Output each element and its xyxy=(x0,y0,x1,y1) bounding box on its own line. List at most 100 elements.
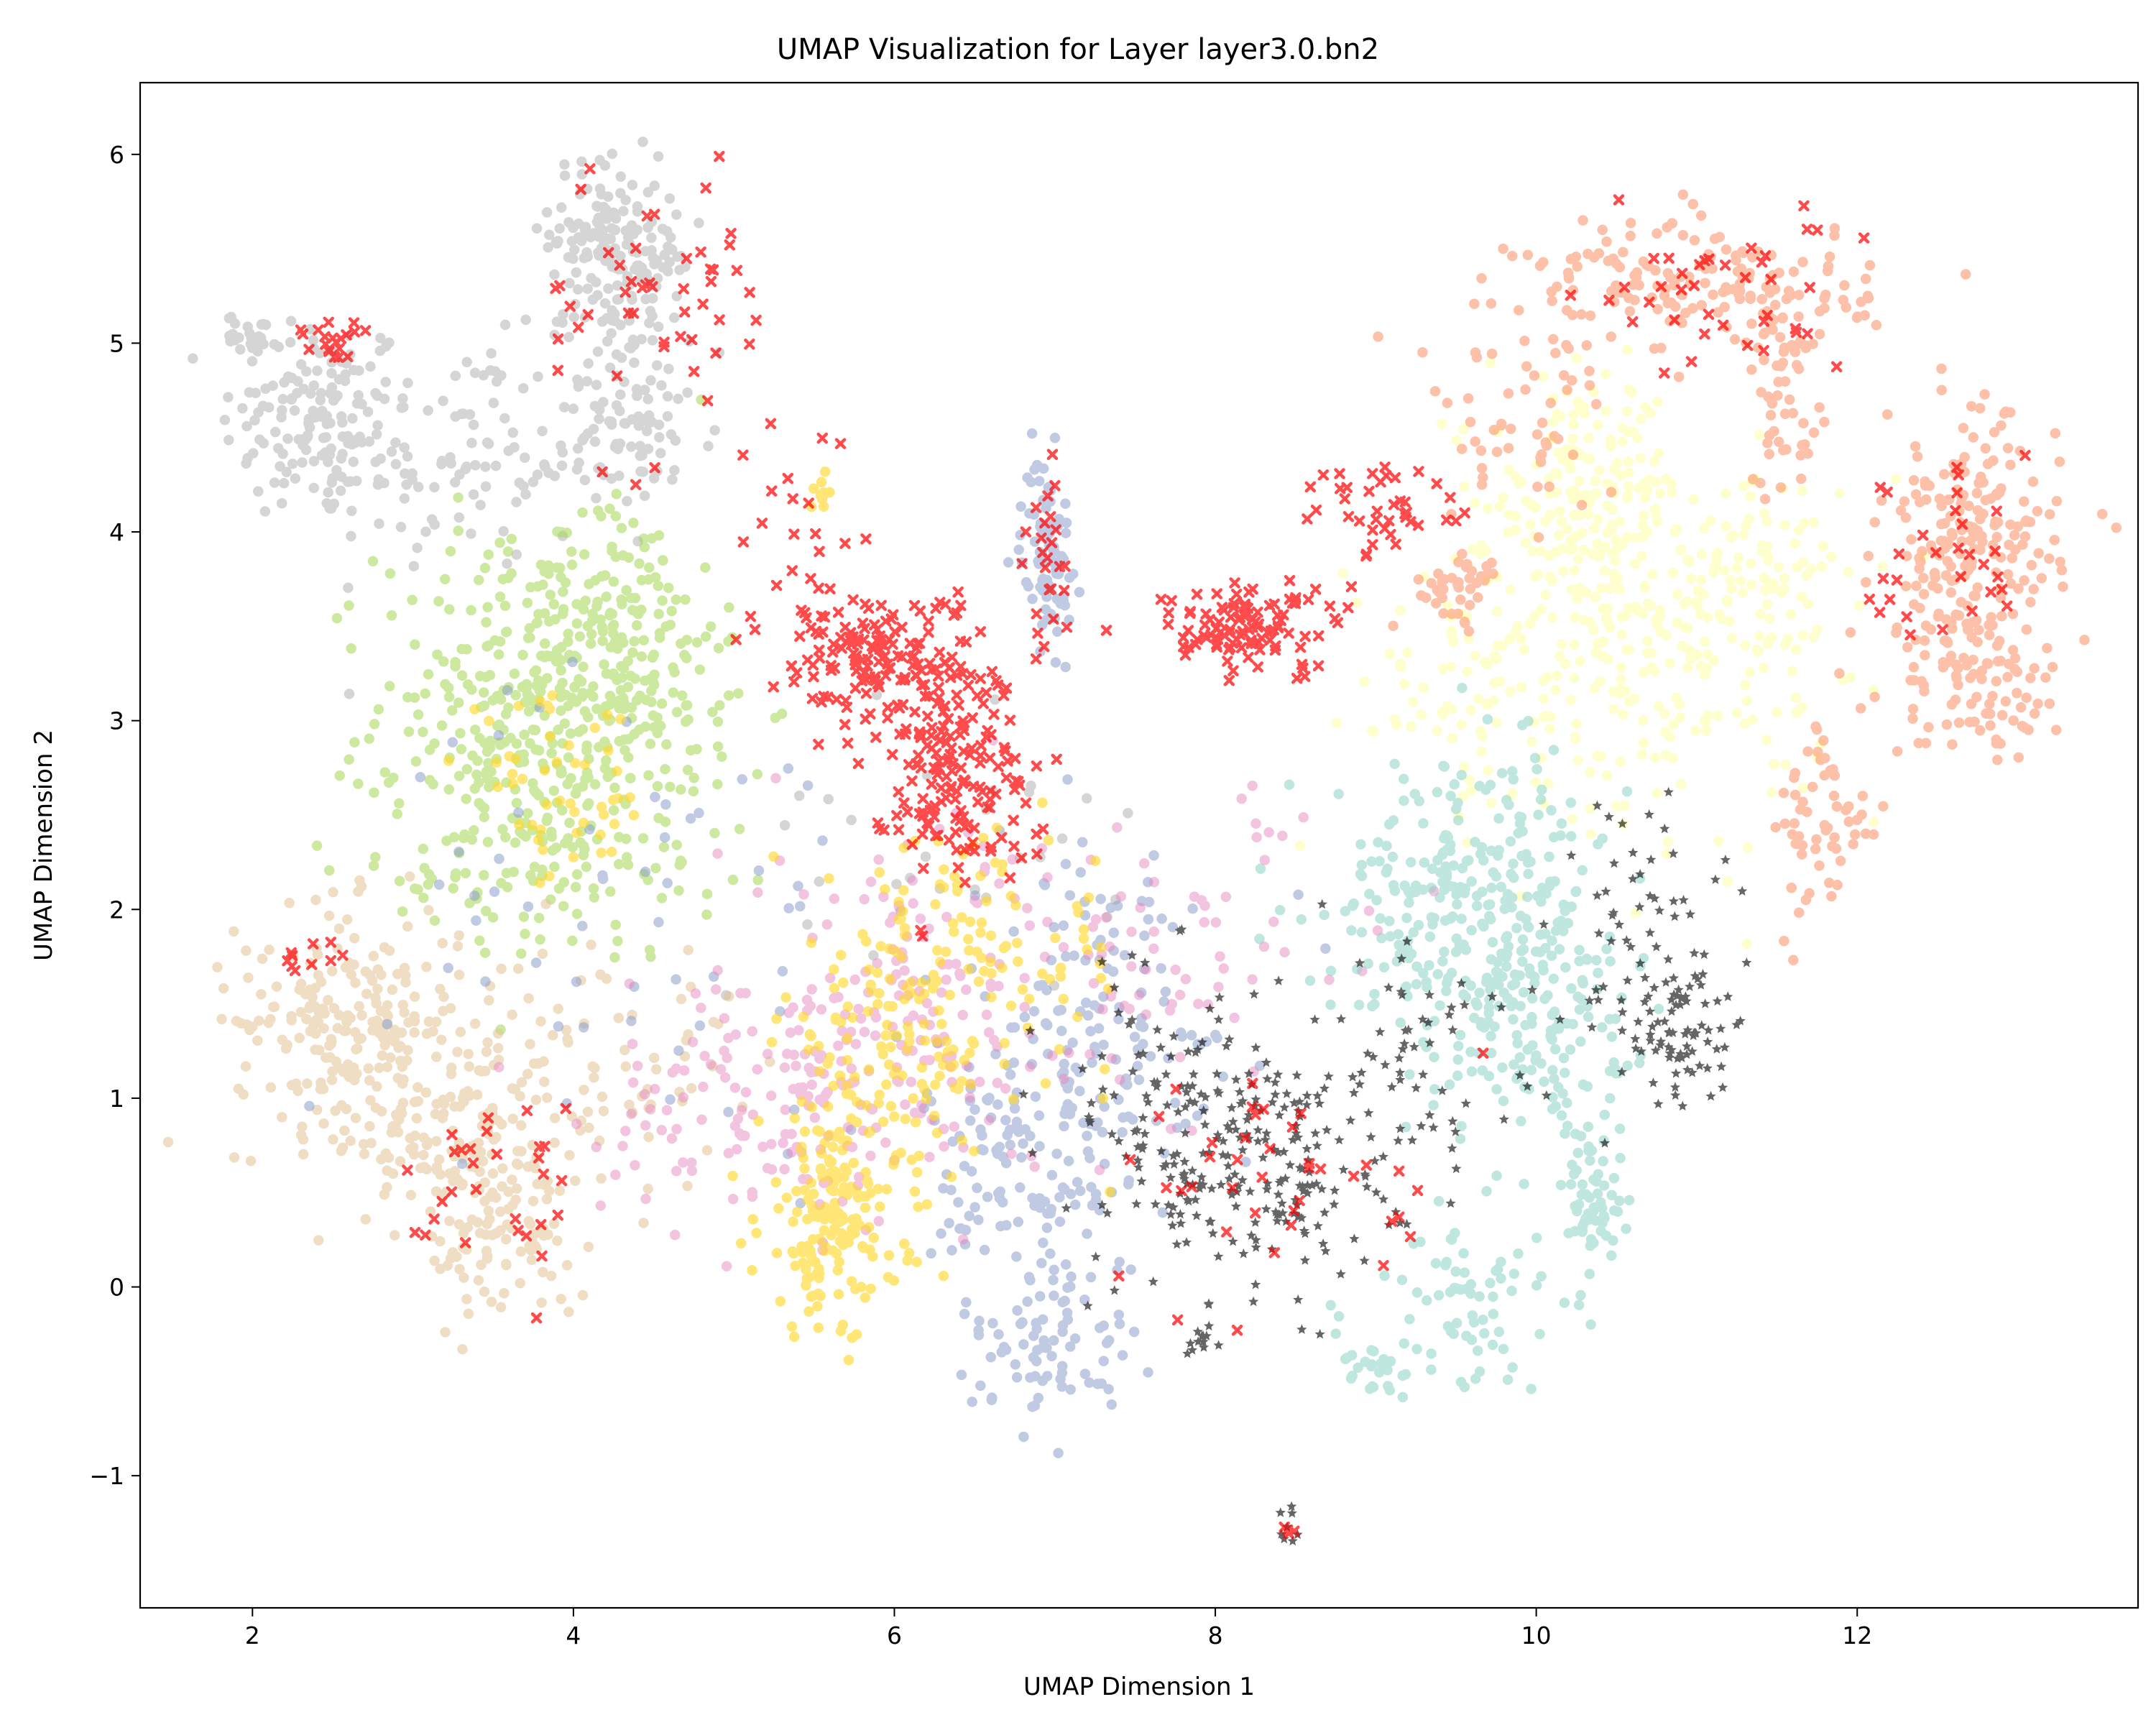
scatter-point xyxy=(1651,228,1662,239)
scatter-point xyxy=(586,939,596,950)
scatter-point xyxy=(1049,433,1061,443)
scatter-point xyxy=(368,860,379,871)
series-5-points xyxy=(443,466,1115,1366)
scatter-point xyxy=(1638,737,1649,748)
scatter-point xyxy=(372,479,384,490)
scatter-point xyxy=(1577,215,1588,226)
scatter-point xyxy=(1143,1367,1153,1378)
scatter-point xyxy=(494,853,505,865)
scatter-point xyxy=(1399,795,1409,806)
scatter-point xyxy=(569,758,581,768)
scatter-point xyxy=(1585,766,1596,778)
scatter-point xyxy=(779,1164,790,1174)
scatter-point xyxy=(1089,855,1101,867)
scatter-point xyxy=(596,1173,607,1184)
scatter-point xyxy=(1915,497,1925,507)
scatter-point xyxy=(1378,962,1390,973)
scatter-point xyxy=(364,1075,375,1086)
scatter-point xyxy=(308,380,320,391)
scatter-point xyxy=(1571,353,1582,364)
scatter-point xyxy=(458,832,469,844)
scatter-point xyxy=(1766,787,1777,798)
scatter-point xyxy=(326,1075,338,1085)
scatter-point xyxy=(1589,683,1600,694)
scatter-point xyxy=(1369,988,1380,1000)
scatter-point xyxy=(433,879,445,891)
scatter-point xyxy=(1759,354,1769,366)
scatter-point xyxy=(535,650,547,661)
scatter-point xyxy=(1989,520,2000,530)
scatter-point xyxy=(595,829,606,840)
scatter-point xyxy=(1493,813,1504,824)
scatter-point xyxy=(622,681,634,692)
scatter-point xyxy=(1953,717,1965,728)
scatter-point xyxy=(308,482,319,494)
scatter-point xyxy=(1802,599,1814,610)
scatter-point xyxy=(683,1029,694,1040)
scatter-point xyxy=(1570,733,1581,745)
scatter-point xyxy=(1713,835,1724,847)
scatter-point xyxy=(1602,603,1613,615)
scatter-point xyxy=(1680,622,1690,632)
scatter-point xyxy=(676,784,686,795)
scatter-point xyxy=(1045,1248,1056,1259)
scatter-point xyxy=(509,442,520,453)
scatter-point xyxy=(298,1134,309,1145)
scatter-point xyxy=(438,395,448,407)
scatter-point xyxy=(451,1251,462,1262)
scatter-point xyxy=(616,352,627,364)
scatter-point xyxy=(1759,572,1769,584)
scatter-point xyxy=(1406,721,1416,732)
scatter-point xyxy=(860,936,872,947)
scatter-point xyxy=(466,604,476,616)
scatter-point xyxy=(476,801,488,812)
scatter-point xyxy=(696,1003,706,1013)
scatter-point xyxy=(269,477,280,488)
scatter-point xyxy=(470,459,481,471)
scatter-point xyxy=(612,765,622,777)
scatter-point xyxy=(556,691,566,703)
scatter-point xyxy=(961,984,972,995)
scatter-point xyxy=(539,765,550,776)
chart-title: UMAP Visualization for Layer layer3.0.bn… xyxy=(777,33,1379,66)
scatter-point xyxy=(502,558,512,569)
scatter-point xyxy=(964,1047,975,1059)
scatter-point xyxy=(1597,1022,1608,1033)
scatter-point xyxy=(1945,587,1957,598)
scatter-point xyxy=(1646,662,1657,673)
scatter-point xyxy=(640,293,651,305)
scatter-point xyxy=(930,898,941,910)
scatter-point xyxy=(450,370,461,382)
scatter-point xyxy=(1122,1080,1133,1090)
scatter-point xyxy=(430,1108,441,1120)
scatter-point xyxy=(554,1185,566,1196)
scatter-point xyxy=(994,1141,1005,1152)
scatter-point xyxy=(282,1039,292,1051)
scatter-point xyxy=(1413,574,1424,585)
scatter-point xyxy=(2042,643,2053,654)
scatter-point xyxy=(859,893,870,905)
scatter-point xyxy=(1851,312,1863,323)
scatter-point xyxy=(553,1003,563,1014)
scatter-point xyxy=(1491,446,1503,458)
scatter-point xyxy=(1720,520,1731,532)
scatter-point xyxy=(828,1178,839,1190)
scatter-point xyxy=(1576,500,1588,510)
scatter-point xyxy=(1622,532,1633,543)
scatter-point xyxy=(517,650,528,661)
scatter-point xyxy=(651,360,663,371)
scatter-point xyxy=(1324,974,1335,985)
scatter-point xyxy=(395,1055,406,1067)
scatter-point xyxy=(843,1237,854,1248)
scatter-point xyxy=(1667,218,1678,229)
scatter-point xyxy=(1606,1031,1618,1042)
scatter-point xyxy=(484,1214,495,1225)
scatter-point xyxy=(909,1186,921,1197)
scatter-point xyxy=(1337,568,1348,579)
scatter-point xyxy=(1740,680,1751,691)
scatter-point xyxy=(1796,592,1807,602)
scatter-point xyxy=(545,589,556,600)
scatter-point xyxy=(899,929,911,941)
scatter-point xyxy=(2056,565,2068,576)
scatter-point xyxy=(1465,584,1476,594)
